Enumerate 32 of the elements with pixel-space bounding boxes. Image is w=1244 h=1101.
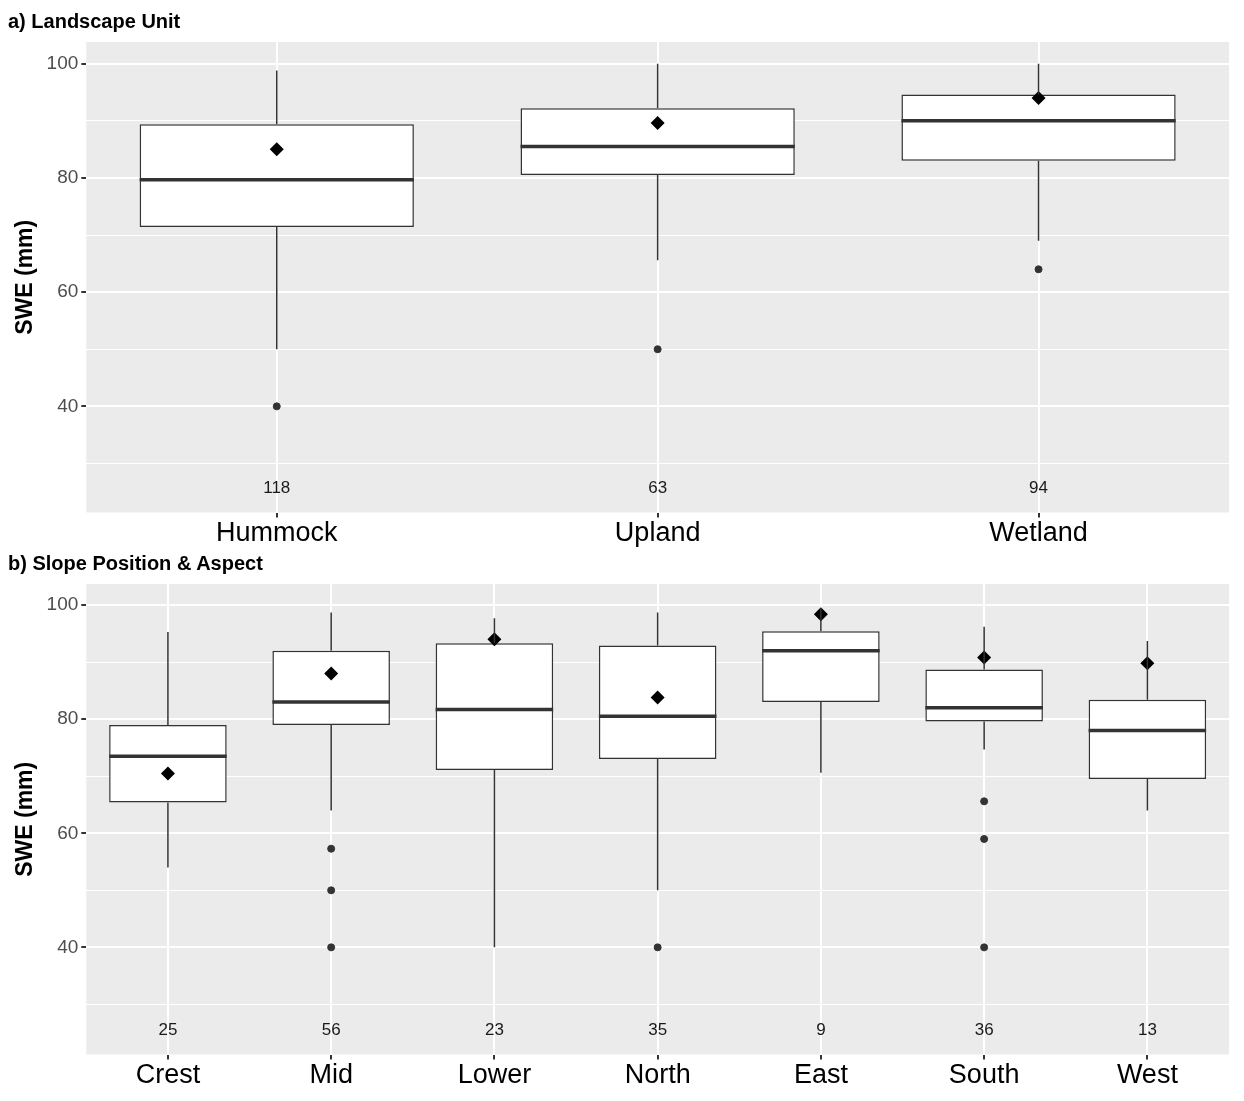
x-tick-label: East (793, 1059, 849, 1090)
x-tick-label: Mid (309, 1059, 353, 1090)
annotation: 13 (1137, 1020, 1157, 1040)
annotation: 118 (263, 478, 291, 498)
annotation: 35 (648, 1020, 668, 1040)
x-tick-label: Wetland (989, 517, 1088, 548)
y-tick-label: 80 (57, 166, 79, 188)
y-tick-label: 100 (46, 593, 79, 615)
x-tick-label: Lower (457, 1059, 532, 1090)
x-tick-label: South (948, 1059, 1020, 1090)
annotation: 25 (158, 1020, 178, 1040)
y-tick-label: 60 (57, 821, 79, 843)
y-axis-title: SWE (mm) (11, 761, 38, 877)
annotation: 63 (648, 478, 668, 498)
chart-title: b) Slope Position & Aspect (8, 551, 264, 574)
annotation: 23 (484, 1020, 504, 1040)
annotation: 94 (1029, 478, 1049, 498)
y-tick-label: 80 (57, 707, 79, 729)
x-tick-label: West (1116, 1059, 1179, 1090)
y-tick-label: 40 (57, 394, 79, 416)
y-axis-title: SWE (mm) (11, 219, 38, 335)
x-tick-label: North (624, 1059, 691, 1090)
y-tick-label: 100 (46, 51, 79, 73)
annotation: 36 (974, 1020, 994, 1040)
x-tick-label: Hummock (215, 517, 339, 548)
chart-title: a) Landscape Unit (8, 9, 181, 32)
x-tick-label: Crest (135, 1059, 201, 1090)
annotation: 56 (321, 1020, 341, 1040)
annotation: 9 (816, 1020, 826, 1040)
x-tick-label: Upland (614, 517, 701, 548)
y-tick-label: 40 (57, 935, 79, 957)
y-tick-label: 60 (57, 280, 79, 302)
